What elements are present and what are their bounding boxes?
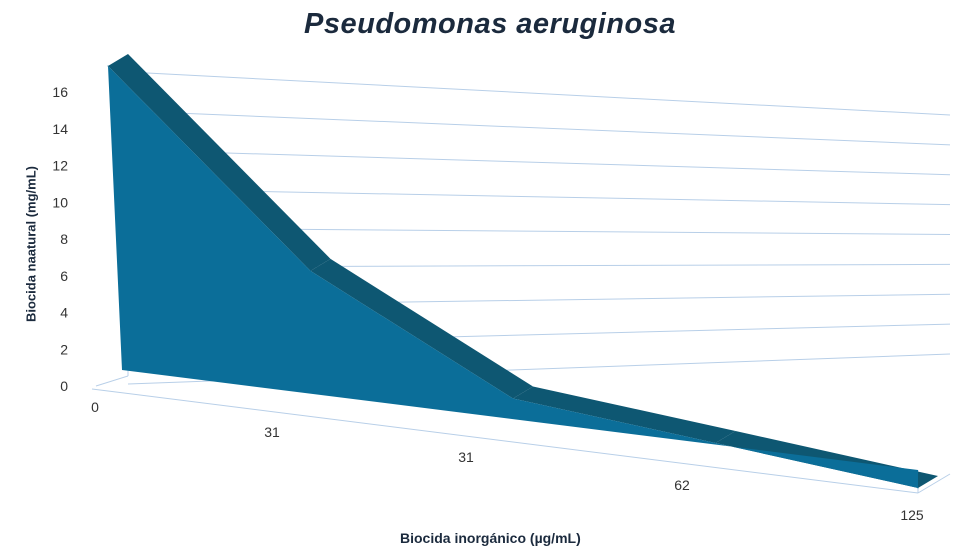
gridline bbox=[127, 188, 951, 206]
area-front-face bbox=[108, 66, 918, 488]
floor-left-edge bbox=[95, 375, 129, 387]
y-axis-ticks: 0 2 4 6 8 10 12 14 16 bbox=[52, 84, 68, 394]
area-top-segment bbox=[310, 258, 533, 399]
y-tick-label: 10 bbox=[52, 194, 68, 210]
x-axis-ticks: 0 31 31 62 125 bbox=[91, 399, 924, 523]
data-point bbox=[715, 442, 716, 444]
y-tick-label: 6 bbox=[60, 268, 68, 284]
chart-title: Pseudomonas aeruginosa bbox=[304, 8, 676, 40]
data-point bbox=[107, 65, 109, 67]
y-tick-label: 14 bbox=[52, 121, 68, 137]
area-top-segment bbox=[513, 386, 736, 443]
gridline bbox=[127, 110, 951, 146]
data-point bbox=[310, 270, 311, 272]
y-tick-label: 16 bbox=[52, 84, 68, 100]
x-tick-label: 31 bbox=[264, 424, 280, 440]
area-series bbox=[107, 54, 938, 489]
floor-right-edge bbox=[917, 473, 951, 494]
data-point bbox=[917, 487, 919, 489]
x-tick-label: 0 bbox=[91, 399, 99, 415]
x-tick-label: 125 bbox=[900, 507, 924, 523]
gridline bbox=[127, 149, 951, 176]
y-tick-label: 12 bbox=[52, 158, 68, 174]
x-tick-label: 31 bbox=[458, 449, 474, 465]
area-top-segment bbox=[108, 54, 331, 271]
data-point bbox=[512, 398, 514, 399]
y-tick-label: 8 bbox=[60, 231, 68, 247]
y-tick-label: 2 bbox=[60, 341, 68, 357]
x-tick-label: 62 bbox=[674, 477, 690, 493]
x-axis-label: Biocida inorgánico (µg/mL) bbox=[400, 530, 581, 546]
floor-front-edge bbox=[91, 388, 919, 494]
gridlines bbox=[91, 71, 951, 494]
y-tick-label: 0 bbox=[60, 378, 68, 394]
y-tick-label: 4 bbox=[60, 305, 68, 321]
gridline bbox=[127, 71, 951, 116]
